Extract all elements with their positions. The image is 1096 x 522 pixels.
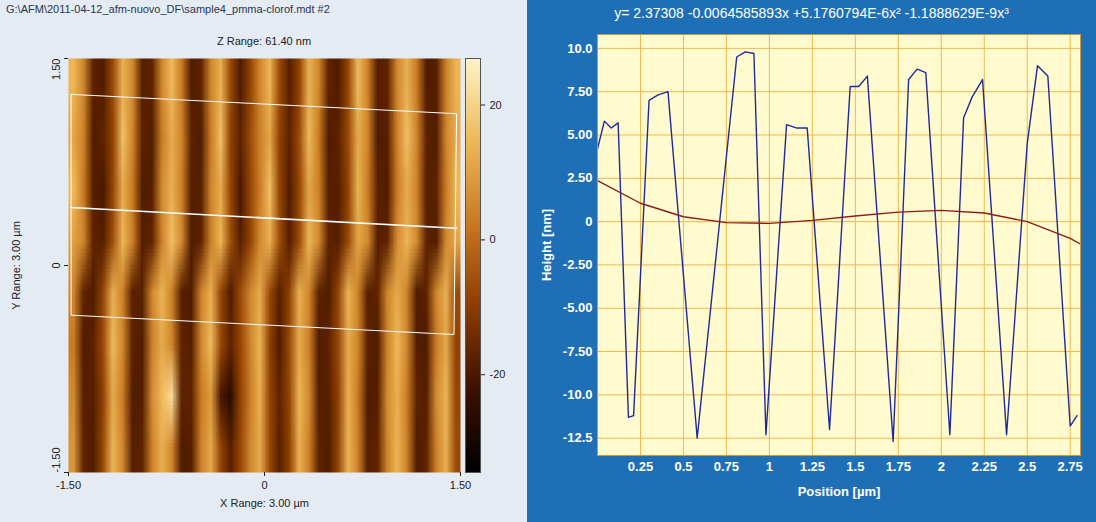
svg-text:1.5: 1.5: [846, 459, 864, 474]
svg-text:1.25: 1.25: [800, 459, 825, 474]
svg-text:2.50: 2.50: [567, 170, 592, 185]
html-text:G:\AFM\2011-04-12_afm-nuovo_DF: G:\AFM\2011-04-12_afm-nuovo_DF\sample4_p…: [6, 3, 330, 15]
svg-text:10.0: 10.0: [567, 41, 592, 56]
svg-text:-7.50: -7.50: [563, 344, 593, 359]
svg-text:-1.50: -1.50: [50, 447, 62, 472]
svg-text:-20: -20: [490, 368, 506, 380]
html-text:Z Range: 61.40 nm: Z Range: 61.40 nm: [216, 35, 312, 47]
svg-text:0.5: 0.5: [674, 459, 692, 474]
svg-text:1.50: 1.50: [50, 59, 62, 80]
svg-text:Position [µm]: Position [µm]: [798, 484, 881, 499]
svg-text:0: 0: [50, 262, 62, 268]
svg-text:0.25: 0.25: [628, 459, 653, 474]
svg-text:2.25: 2.25: [972, 459, 997, 474]
svg-text:2.75: 2.75: [1058, 459, 1083, 474]
svg-text:0: 0: [261, 479, 267, 491]
svg-text:1.75: 1.75: [886, 459, 911, 474]
svg-text:0.75: 0.75: [714, 459, 739, 474]
svg-text:1.50: 1.50: [450, 479, 471, 491]
svg-text:2.5: 2.5: [1018, 459, 1036, 474]
svg-text:-12.5: -12.5: [563, 430, 593, 445]
svg-text:-1.50: -1.50: [56, 479, 81, 491]
svg-text:5.00: 5.00: [567, 127, 592, 142]
svg-text:-10.0: -10.0: [563, 387, 593, 402]
svg-text:7.50: 7.50: [567, 84, 592, 99]
svg-text:Y Range: 3.00 µm: Y Range: 3.00 µm: [10, 221, 22, 310]
svg-text:Height [nm]: Height [nm]: [539, 209, 554, 281]
svg-text:0: 0: [490, 233, 496, 245]
svg-text:20: 20: [490, 99, 502, 111]
html-text:y= 2.37308 -0.0064585893x +5.1: y= 2.37308 -0.0064585893x +5.1760794E-6x…: [614, 5, 1009, 21]
svg-text:0: 0: [585, 214, 592, 229]
svg-text:1: 1: [766, 459, 773, 474]
svg-text:-2.50: -2.50: [563, 257, 593, 272]
svg-text:-5.00: -5.00: [563, 300, 593, 315]
svg-text:2: 2: [938, 459, 945, 474]
svg-text:X Range: 3.00 µm: X Range: 3.00 µm: [220, 497, 309, 509]
